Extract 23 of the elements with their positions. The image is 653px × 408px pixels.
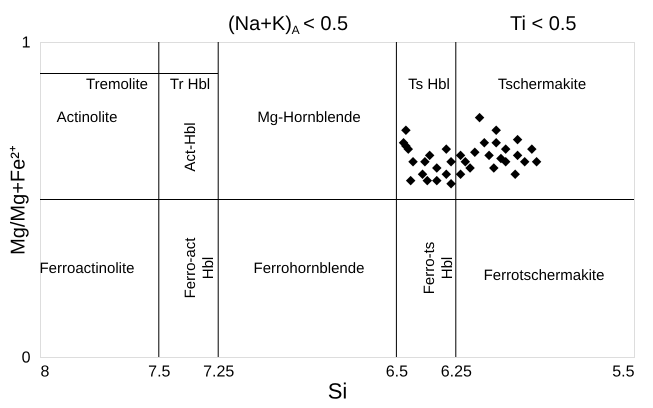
annotation: Act-Hbl <box>182 122 199 172</box>
annotation: Tschermakite <box>498 76 586 93</box>
annotation: Ferro-act Hbl <box>182 236 217 298</box>
annotation: Ferrohornblende <box>254 260 364 277</box>
annotation: Ferroactinolite <box>39 260 135 277</box>
x-tick-label: 6.5 <box>386 364 408 380</box>
y-axis-title: Mg/Mg+Fe²⁺ <box>8 145 30 255</box>
x-tick-label: 5.5 <box>612 364 635 380</box>
text: Ti < 0.5 <box>510 13 577 35</box>
annotation: Ts Hbl <box>408 76 450 93</box>
annotation: Tremolite <box>86 76 148 93</box>
x-axis-title: Si <box>328 378 348 404</box>
annotation: Tr Hbl <box>170 76 210 93</box>
annotation: Mg-Hornblende <box>257 109 361 126</box>
x-tick-label: 8 <box>40 364 50 380</box>
y-tick-label: 1 <box>22 34 31 52</box>
x-tick-label: 7.25 <box>203 364 234 380</box>
annotation: Actinolite <box>56 109 118 126</box>
annotation: Ferro-ts Hbl <box>421 242 456 294</box>
x-tick-label: 7.5 <box>148 364 171 380</box>
y-tick-label: 0 <box>22 350 31 366</box>
x-tick-label: 6.25 <box>440 364 472 380</box>
annotation: Ferrotschermakite <box>484 267 604 284</box>
